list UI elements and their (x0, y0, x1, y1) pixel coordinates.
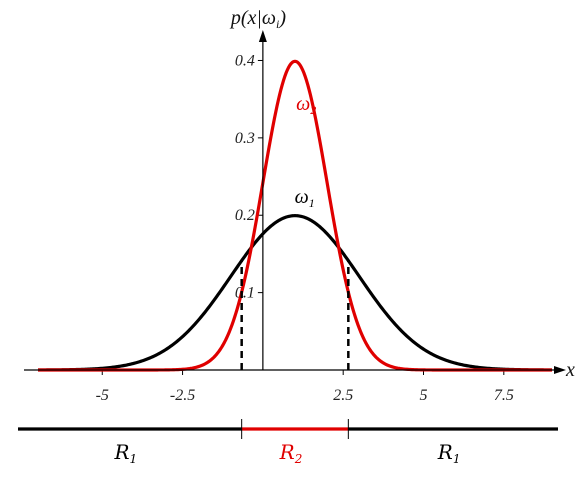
region-label-R1: R1 (437, 440, 461, 466)
y-tick-label: 0.3 (235, 130, 255, 147)
x-axis-arrowhead (554, 366, 566, 374)
y-tick-label: 0.1 (235, 285, 255, 302)
x-tick-label: -5 (96, 387, 109, 404)
y-axis-label: p(x|ωi) (229, 7, 287, 31)
region-label-R2: R2 (279, 440, 303, 466)
x-tick-label: -2.5 (170, 387, 195, 404)
curve-labels: ω1 ω2 (295, 93, 317, 210)
x-tick-label: 2.5 (333, 387, 353, 404)
region-label-R1: R1 (113, 440, 137, 466)
x-tick-label: 5 (420, 387, 428, 404)
y-tick-label: 0.4 (235, 52, 255, 69)
curve-label-omega-2: ω2 (296, 93, 316, 117)
curve-label-omega-1: ω1 (295, 186, 315, 210)
curve-omega-1 (37, 214, 553, 372)
y-axis-arrowhead (258, 30, 267, 42)
x-tick-label: 7.5 (494, 387, 514, 404)
curves (37, 59, 553, 372)
decision-regions: R1 R2 R1 (18, 419, 558, 466)
y-tick-label: 0.2 (235, 207, 255, 224)
decision-boundaries (240, 260, 350, 370)
x-ticks: -5 -2.5 2.5 5 7.5 (96, 370, 514, 404)
x-axis-label: x (565, 359, 575, 381)
